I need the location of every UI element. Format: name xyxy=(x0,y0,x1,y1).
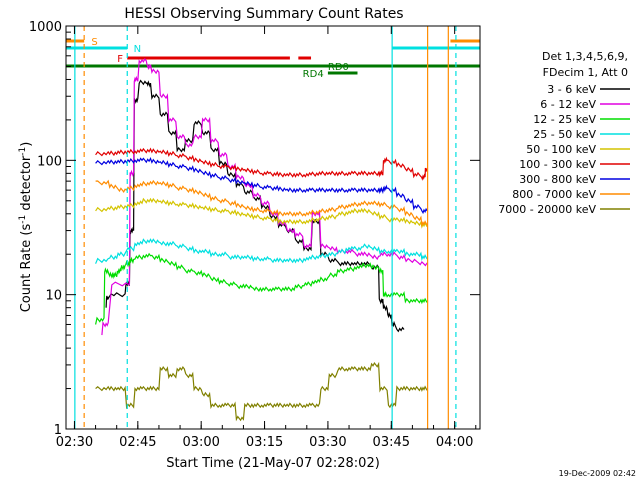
observing-flags: S NF RD0 RD4 xyxy=(66,37,480,80)
x-tick-label: 02:30 xyxy=(56,435,93,450)
x-tick-label: 04:00 xyxy=(436,435,473,450)
series-layer xyxy=(95,58,428,422)
y-tick-label: 100 xyxy=(37,154,62,169)
x-tick-label: 03:45 xyxy=(373,435,410,450)
x-tick-label: 03:15 xyxy=(246,435,283,450)
series-25-50-kev xyxy=(95,238,428,264)
flag-label-rd0: RD0 xyxy=(328,62,349,73)
y-tick-label: 1 xyxy=(54,423,62,438)
chart-title: HESSI Observing Summary Count Rates xyxy=(124,6,403,22)
legend-label: 50 - 100 keV xyxy=(526,143,596,156)
flag-label-n: N xyxy=(134,44,141,55)
legend-header-2: FDecim 1, Att 0 xyxy=(543,66,628,79)
y-axis-ticks: 1 10 100 1000 xyxy=(29,20,480,438)
x-tick-label: 02:45 xyxy=(119,435,156,450)
legend-label: 25 - 50 keV xyxy=(533,128,596,141)
series-12-25-kev xyxy=(95,252,428,325)
series-50-100-kev xyxy=(95,197,428,229)
legend-label: 3 - 6 keV xyxy=(547,83,596,96)
plot-frame xyxy=(65,25,481,430)
legend-header-1: Det 1,3,4,5,6,9, xyxy=(542,50,628,63)
legend-label: 100 - 300 keV xyxy=(519,158,596,171)
y-tick-label: 1000 xyxy=(29,20,62,35)
legend-label: 7000 - 20000 keV xyxy=(498,203,596,216)
flag-label-f: F xyxy=(117,54,123,65)
series-6-12-kev xyxy=(101,58,428,336)
series-800-7000-kev xyxy=(95,179,428,228)
legend-label: 800 - 7000 keV xyxy=(512,188,596,201)
x-axis-label: Start Time (21-May-07 02:28:02) xyxy=(166,456,380,471)
footer-timestamp: 19-Dec-2009 02:42 xyxy=(559,469,636,478)
series-100-300-kev xyxy=(95,147,428,181)
x-tick-label: 03:00 xyxy=(182,435,219,450)
vertical-markers xyxy=(74,26,457,429)
x-tick-label: 03:30 xyxy=(309,435,346,450)
x-axis-ticks: 02:30 02:45 03:00 03:15 03:30 03:45 04:00 xyxy=(56,26,477,450)
flag-label-s: S xyxy=(91,37,97,48)
legend: Det 1,3,4,5,6,9, FDecim 1, Att 0 3 - 6 k… xyxy=(498,50,630,216)
series-300-800-kev xyxy=(95,157,428,215)
series-3-6-kev xyxy=(105,79,405,333)
y-axis-label: Count Rate (s-1 detector-1) xyxy=(18,142,34,313)
legend-label: 300 - 800 keV xyxy=(519,173,596,186)
series-7000-20000-kev xyxy=(95,361,428,422)
flag-label-rd4: RD4 xyxy=(303,69,324,80)
legend-label: 12 - 25 keV xyxy=(533,113,596,126)
y-tick-label: 10 xyxy=(45,289,62,304)
legend-label: 6 - 12 keV xyxy=(540,98,596,111)
